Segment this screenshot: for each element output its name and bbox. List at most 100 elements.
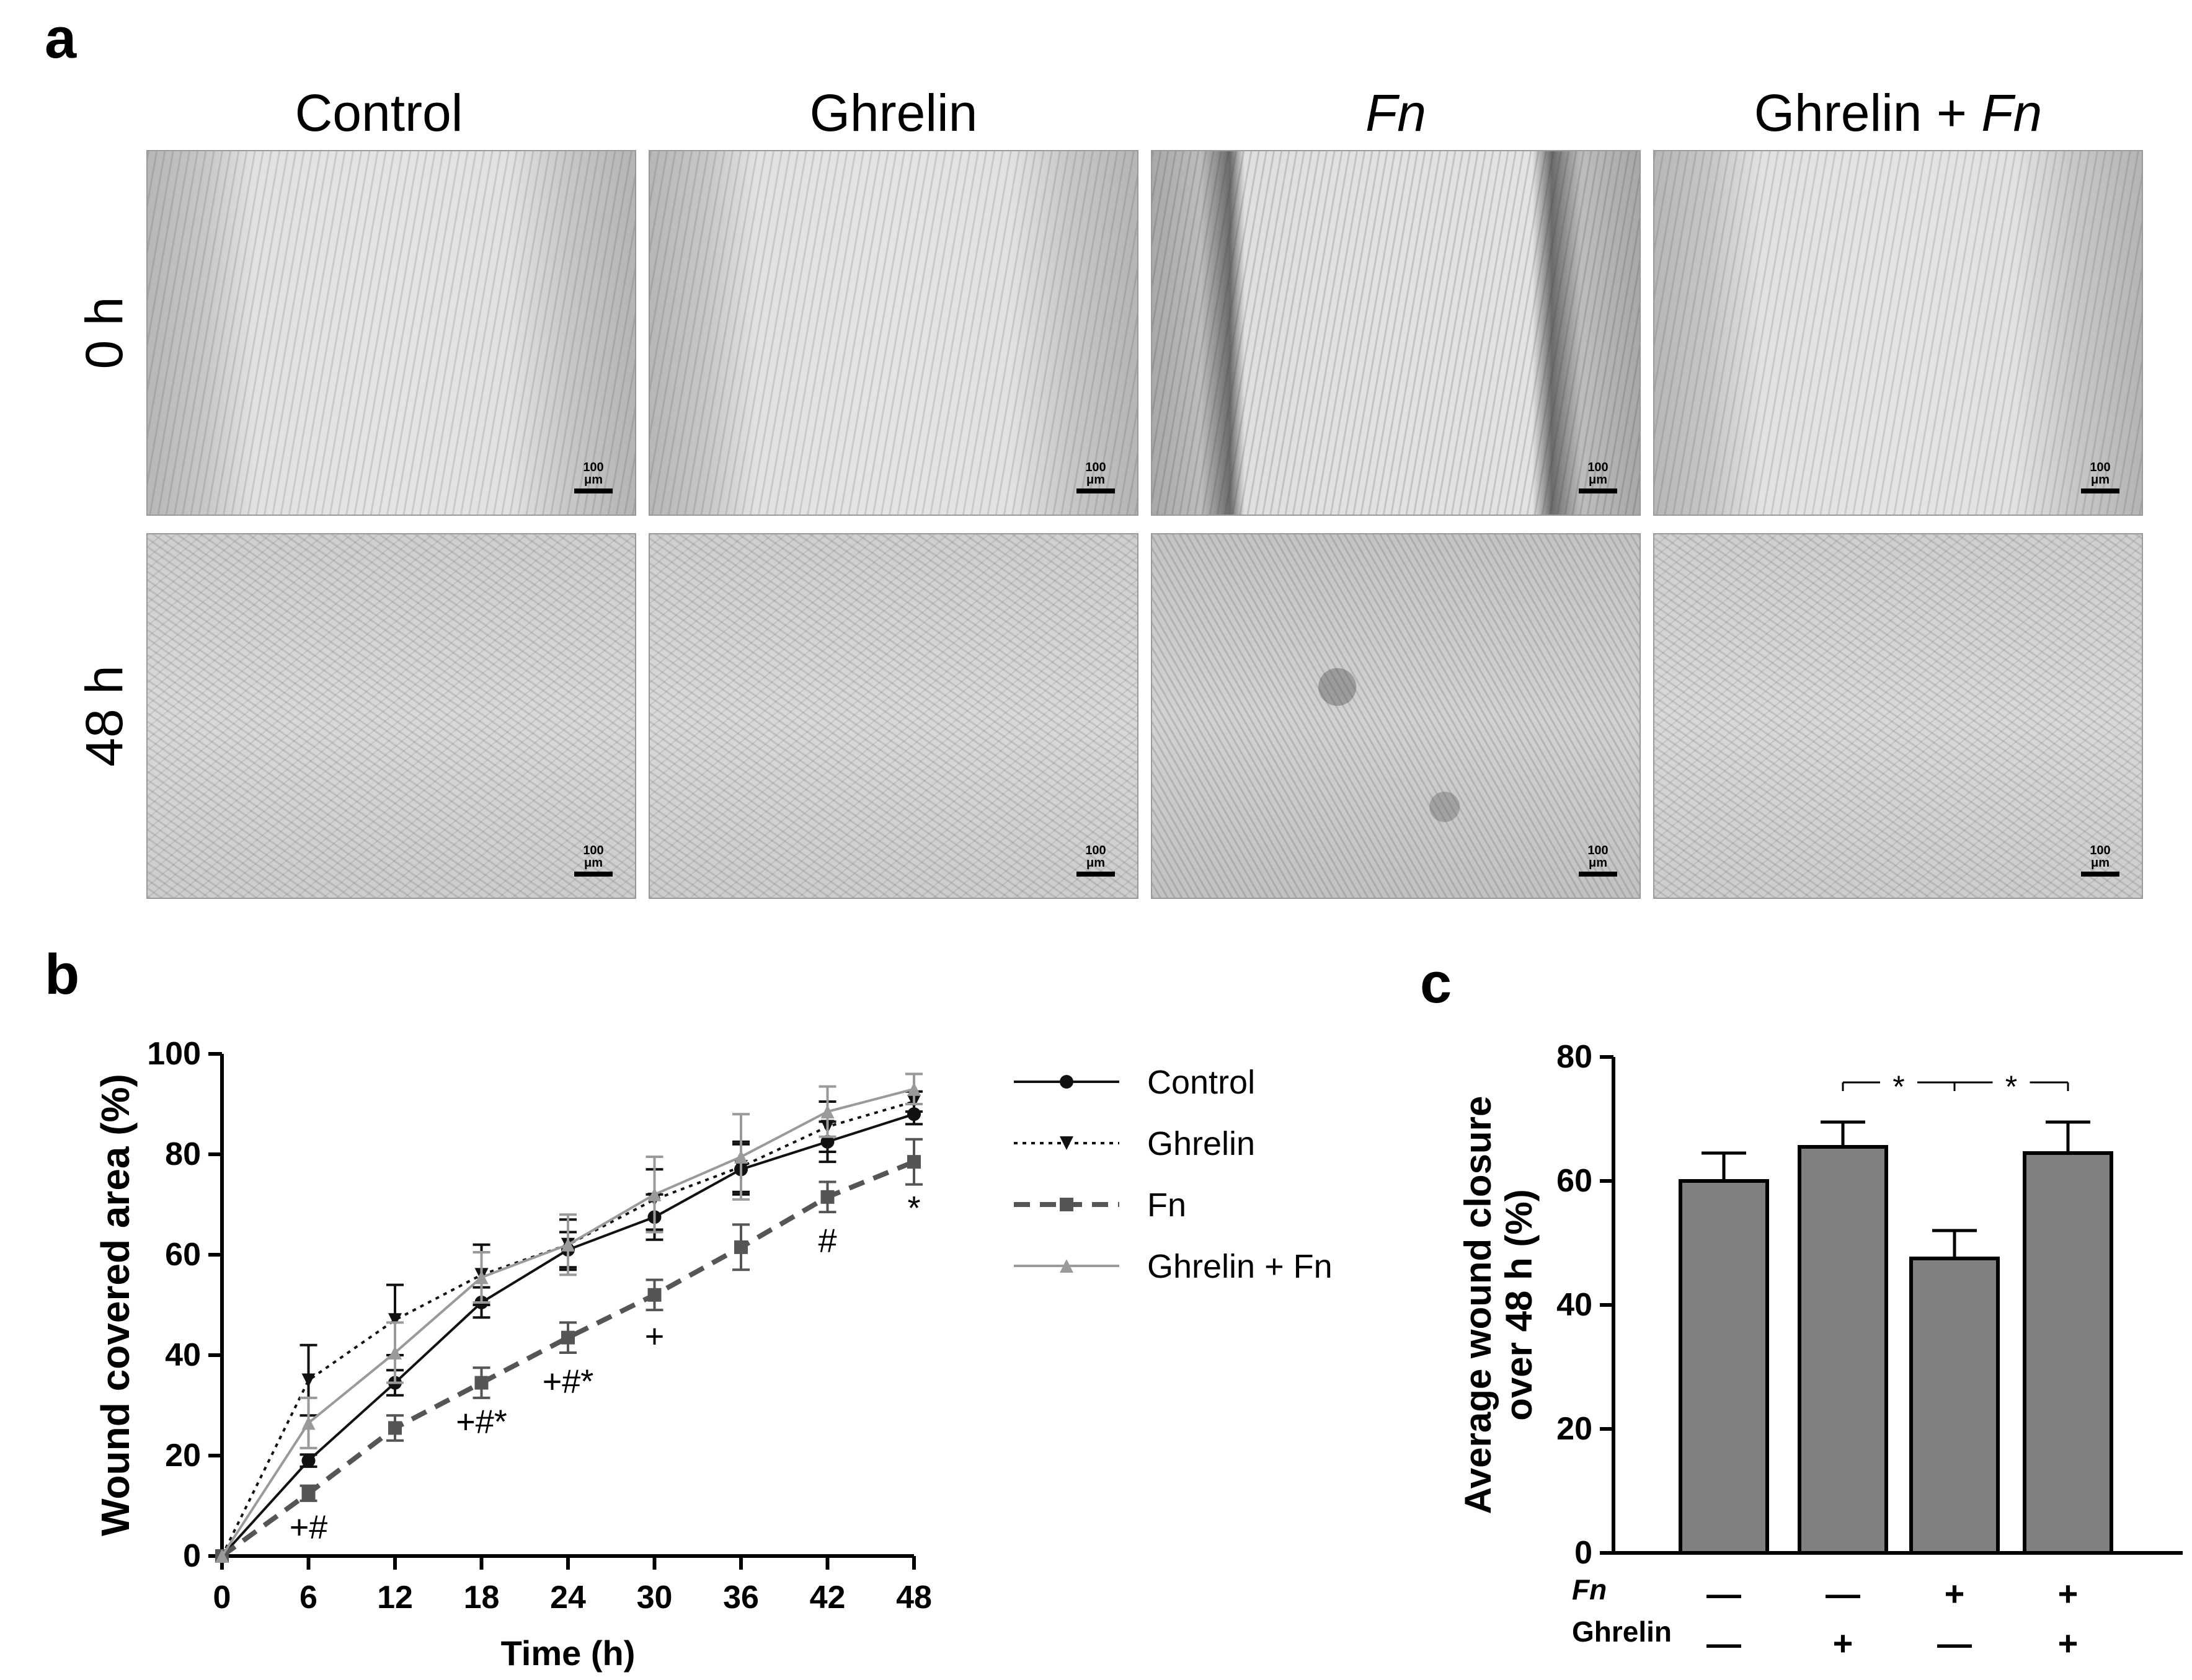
y-tick-label: 20 bbox=[1556, 1411, 1592, 1447]
scale-bar: 100 μm bbox=[2081, 844, 2119, 877]
legend-label: Control bbox=[1147, 1064, 1255, 1101]
data-point bbox=[388, 1421, 402, 1435]
y-tick-label: 20 bbox=[165, 1438, 201, 1474]
micrograph-ghrelin-fn-0h: 100 μm bbox=[1653, 150, 2143, 516]
bar bbox=[1909, 1257, 2000, 1555]
bar bbox=[1798, 1145, 1888, 1555]
significance-annotation: * bbox=[907, 1190, 920, 1227]
x-axis-title: Time (h) bbox=[501, 1634, 636, 1673]
x-tick-label: 48 bbox=[896, 1580, 932, 1616]
y-tick-label: 0 bbox=[183, 1538, 201, 1574]
scale-bar-line bbox=[2081, 489, 2119, 493]
scale-bar: 100 μm bbox=[1076, 844, 1115, 877]
data-point bbox=[907, 1155, 921, 1169]
legend-swatch-marker bbox=[1060, 1075, 1073, 1089]
condition-row-label-fn: Fn bbox=[1572, 1573, 1607, 1606]
data-point bbox=[388, 1345, 402, 1359]
condition-ghrelin-sign: — bbox=[1706, 1624, 1741, 1663]
micrograph-control-0h: 100 μm bbox=[146, 150, 636, 516]
y-tick-label: 60 bbox=[1556, 1163, 1592, 1199]
condition-fn-sign: + bbox=[1945, 1574, 1965, 1613]
scale-bar: 100 μm bbox=[2081, 461, 2119, 493]
column-header-fn: Fn bbox=[1365, 84, 1427, 142]
scale-bar-line bbox=[574, 872, 613, 877]
scale-bar-label: 100 μm bbox=[1587, 461, 1609, 487]
column-header-ghrelin: Ghrelin bbox=[809, 84, 978, 142]
data-point bbox=[647, 1187, 662, 1201]
scale-bar-line bbox=[1579, 489, 1617, 493]
condition-ghrelin-sign: + bbox=[2058, 1624, 2079, 1663]
condition-fn-sign: — bbox=[1826, 1574, 1860, 1613]
x-tick-label: 0 bbox=[213, 1580, 231, 1616]
significance-annotation: +#* bbox=[543, 1363, 594, 1400]
scale-bar-label: 100 μm bbox=[583, 844, 604, 870]
data-point bbox=[820, 1105, 835, 1119]
scale-bar: 100 μm bbox=[574, 844, 613, 877]
data-point bbox=[734, 1240, 748, 1254]
significance-label: * bbox=[2005, 1069, 2017, 1104]
panel-c-letter: c bbox=[1420, 952, 1452, 1015]
x-tick-label: 42 bbox=[810, 1580, 846, 1616]
bar bbox=[2023, 1151, 2113, 1555]
data-point bbox=[647, 1288, 662, 1302]
y-axis-title-line: Average wound closure bbox=[1457, 1096, 1499, 1514]
scale-bar-label: 100 μm bbox=[1085, 844, 1106, 870]
y-tick-label: 0 bbox=[1574, 1535, 1592, 1571]
legend-swatch-marker bbox=[1060, 1198, 1073, 1211]
y-tick-label: 80 bbox=[165, 1136, 201, 1172]
data-point bbox=[301, 1416, 316, 1430]
significance-annotation: +#* bbox=[456, 1403, 507, 1440]
micrograph-fn-0h: 100 μm bbox=[1151, 150, 1641, 516]
y-axis-title-line: over 48 h (%) bbox=[1498, 1189, 1540, 1420]
condition-fn-sign: — bbox=[1706, 1574, 1741, 1613]
condition-row-label-ghrelin: Ghrelin bbox=[1572, 1616, 1672, 1648]
y-tick-label: 40 bbox=[165, 1337, 201, 1373]
legend-label: Fn bbox=[1147, 1187, 1186, 1224]
data-point bbox=[301, 1454, 316, 1468]
series-ghrelin-fn bbox=[215, 1072, 923, 1563]
column-header-ghrelin-fn-prefix: Ghrelin + bbox=[1754, 84, 1982, 142]
scale-bar-line bbox=[2081, 872, 2119, 877]
scale-bar-label: 100 μm bbox=[2090, 461, 2111, 487]
scale-bar: 100 μm bbox=[1579, 844, 1617, 877]
y-tick-label: 60 bbox=[165, 1237, 201, 1273]
significance-annotation: +# bbox=[290, 1508, 328, 1545]
legend-label: Ghrelin + Fn bbox=[1147, 1248, 1333, 1285]
series-line bbox=[220, 1159, 915, 1558]
scale-bar-label: 100 μm bbox=[583, 461, 604, 487]
legend-label: Ghrelin bbox=[1147, 1125, 1255, 1162]
data-point bbox=[474, 1376, 489, 1390]
condition-ghrelin-sign: + bbox=[1833, 1624, 1853, 1663]
scale-bar: 100 μm bbox=[1579, 461, 1617, 493]
x-tick-label: 24 bbox=[550, 1580, 586, 1616]
data-point bbox=[301, 1486, 316, 1500]
micrograph-fn-48h: 100 μm bbox=[1151, 533, 1641, 899]
data-point bbox=[215, 1549, 229, 1563]
scale-bar-line bbox=[574, 489, 613, 493]
scale-bar-line bbox=[1579, 872, 1617, 877]
y-axis-title: Average wound closureover 48 h (%) bbox=[1457, 1096, 1540, 1514]
bar bbox=[1679, 1179, 1769, 1555]
y-tick-label: 100 bbox=[147, 1036, 201, 1072]
legend-swatch-marker bbox=[1060, 1136, 1073, 1150]
x-tick-label: 6 bbox=[300, 1580, 317, 1616]
column-header-control: Control bbox=[295, 84, 463, 142]
legend-swatch-marker bbox=[1060, 1259, 1073, 1273]
column-header-ghrelin-fn: Ghrelin + Fn bbox=[1653, 87, 2143, 139]
significance-annotation: + bbox=[645, 1318, 665, 1355]
x-tick-label: 36 bbox=[723, 1580, 759, 1616]
scale-bar-line bbox=[1076, 872, 1115, 877]
significance-label: * bbox=[1892, 1069, 1904, 1104]
column-header-ghrelin-fn-italic: Fn bbox=[1981, 84, 2043, 142]
x-tick-label: 30 bbox=[637, 1580, 673, 1616]
condition-ghrelin-sign: — bbox=[1937, 1624, 1972, 1663]
scale-bar-label: 100 μm bbox=[1587, 844, 1609, 870]
y-tick-label: 80 bbox=[1556, 1039, 1592, 1075]
data-point bbox=[388, 1313, 402, 1327]
panel-b-letter: b bbox=[45, 943, 80, 1006]
condition-fn-sign: + bbox=[2058, 1574, 2079, 1613]
data-point bbox=[734, 1150, 748, 1164]
x-tick-label: 18 bbox=[464, 1580, 500, 1616]
